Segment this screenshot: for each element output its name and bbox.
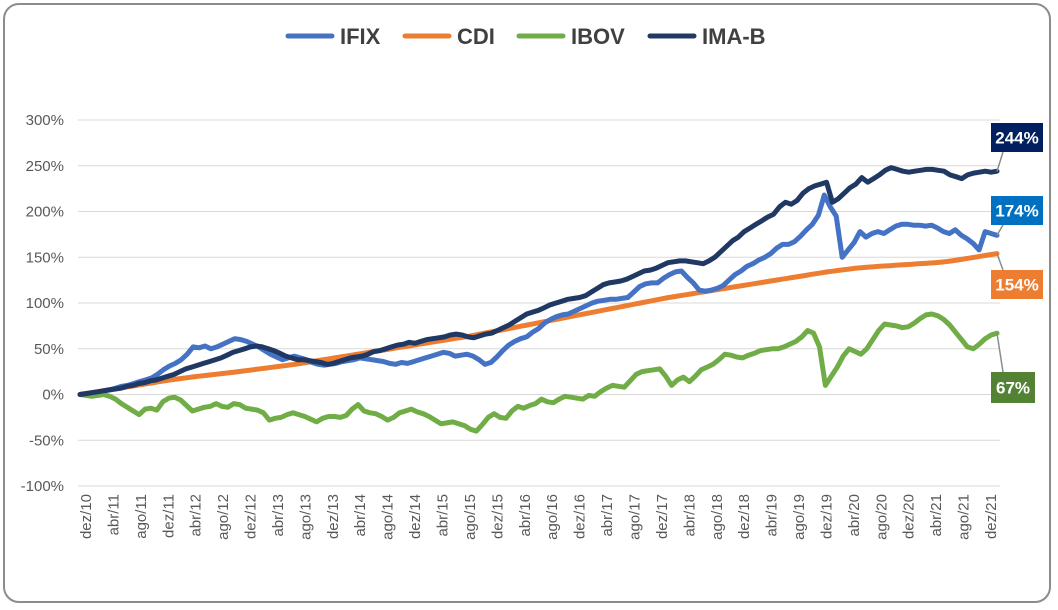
x-tick-label: abr/15 xyxy=(435,494,452,537)
end-label-box-ifix xyxy=(991,196,1043,225)
y-tick-label: 150% xyxy=(26,249,64,266)
x-tick-label: abr/16 xyxy=(517,494,534,537)
x-tick-label: abr/17 xyxy=(599,494,616,537)
x-tick-label: ago/21 xyxy=(956,494,973,540)
x-tick-label: abr/21 xyxy=(928,494,945,537)
y-tick-label: 250% xyxy=(26,158,64,175)
y-tick-label: 50% xyxy=(34,341,64,358)
y-tick-label: -100% xyxy=(21,478,64,495)
leader-line-ima-b xyxy=(996,151,1004,172)
end-label-ibov: 67% xyxy=(996,379,1030,398)
x-tick-label: ago/20 xyxy=(873,494,890,540)
series-lines xyxy=(77,165,1000,434)
x-tick-label: dez/18 xyxy=(736,494,753,539)
x-tick-label: ago/16 xyxy=(544,494,561,540)
legend-label-ifix: IFIX xyxy=(340,24,381,49)
x-tick-label: dez/12 xyxy=(243,494,260,539)
x-tick-label: ago/19 xyxy=(791,494,808,540)
x-tick-label: abr/19 xyxy=(764,494,781,537)
x-tick-label: dez/21 xyxy=(983,494,1000,539)
y-tick-label: 0% xyxy=(42,387,64,404)
x-tick-label: dez/17 xyxy=(654,494,671,539)
y-axis: 300% 250% 200% 150% 100% 50% 0% -50% -100% xyxy=(21,112,64,495)
x-tick-label: dez/11 xyxy=(160,494,177,538)
end-label-box-ima-b xyxy=(991,123,1043,152)
leader-line-cdi xyxy=(996,253,1004,271)
x-tick-label: abr/18 xyxy=(681,494,698,537)
x-tick-label: ago/17 xyxy=(626,494,643,540)
leader-line-ifix xyxy=(996,224,1004,236)
y-tick-label: -50% xyxy=(29,432,64,449)
x-tick-label: ago/13 xyxy=(297,494,314,540)
series-line-ibov xyxy=(77,311,1000,434)
y-tick-label: 200% xyxy=(26,204,64,221)
x-tick-label: abr/11 xyxy=(105,494,122,535)
x-tick-label: ago/11 xyxy=(133,494,150,539)
legend-label-ima-b: IMA-B xyxy=(702,24,766,49)
x-tick-label: dez/14 xyxy=(407,494,424,539)
end-label-ima-b: 244% xyxy=(995,129,1038,148)
x-tick-label: ago/18 xyxy=(709,494,726,540)
end-label-cdi: 154% xyxy=(995,276,1038,295)
series-line-ima-b xyxy=(77,165,1000,397)
leader-line-ibov xyxy=(996,333,1004,373)
legend-label-cdi: CDI xyxy=(457,24,495,49)
x-tick-label: abr/14 xyxy=(352,494,369,537)
x-tick-label: dez/19 xyxy=(818,494,835,539)
end-label-ifix: 174% xyxy=(995,202,1038,221)
legend-label-ibov: IBOV xyxy=(571,24,625,49)
y-tick-label: 300% xyxy=(26,112,64,129)
x-tick-label: abr/12 xyxy=(188,494,205,537)
end-label-box-ibov xyxy=(991,372,1035,403)
x-axis: dez/10 abr/11 ago/11 dez/11 abr/12 ago/12 dez/… xyxy=(78,494,1000,540)
x-tick-label: ago/12 xyxy=(215,494,232,540)
x-tick-label: dez/20 xyxy=(901,494,918,539)
x-tick-label: dez/16 xyxy=(572,494,589,539)
x-tick-label: dez/13 xyxy=(325,494,342,539)
x-tick-label: ago/14 xyxy=(380,494,397,540)
x-tick-label: dez/15 xyxy=(489,494,506,539)
series-line-ifix xyxy=(77,192,1000,397)
end-label-box-cdi xyxy=(991,270,1043,299)
legend: IFIX CDI IBOV IMA-B xyxy=(285,24,766,49)
x-tick-label: ago/15 xyxy=(462,494,479,540)
y-tick-label: 100% xyxy=(26,295,64,312)
x-tick-label: dez/10 xyxy=(78,494,95,539)
x-tick-label: abr/20 xyxy=(846,494,863,537)
series-line-cdi xyxy=(77,251,1000,397)
x-tick-label: abr/13 xyxy=(270,494,287,537)
end-labels: 244% 174% 154% 67% xyxy=(991,123,1043,403)
gridlines xyxy=(78,119,1000,487)
